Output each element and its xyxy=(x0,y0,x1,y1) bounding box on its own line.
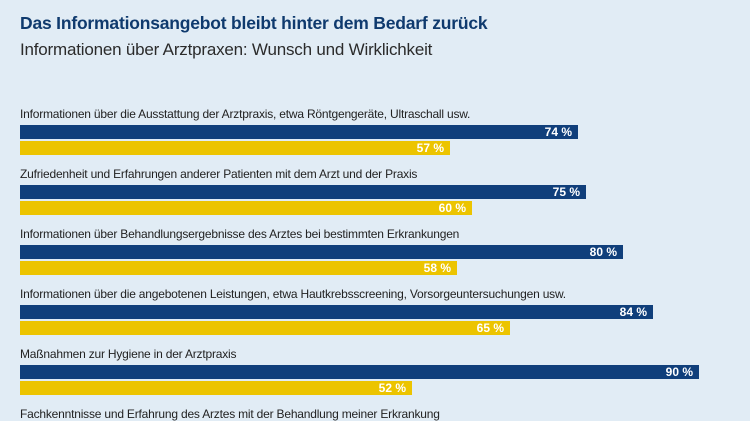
bar-blue: 80 % xyxy=(20,245,623,259)
chart-title: Das Informationsangebot bleibt hinter de… xyxy=(20,13,488,33)
data-label: 57 % xyxy=(416,141,444,155)
data-label: 65 % xyxy=(476,321,504,335)
category-label: Zufriedenheit und Erfahrungen anderer Pa… xyxy=(20,167,418,181)
data-label: 52 % xyxy=(378,381,406,395)
data-label: 74 % xyxy=(544,125,572,139)
category-label: Informationen über die angebotenen Leist… xyxy=(20,287,566,301)
data-label: 90 % xyxy=(665,365,693,379)
bar-blue: 75 % xyxy=(20,185,586,199)
bar-blue: 74 % xyxy=(20,125,578,139)
bar-blue: 84 % xyxy=(20,305,653,319)
category-label: Informationen über Behandlungsergebnisse… xyxy=(20,227,460,241)
data-label: 60 % xyxy=(438,201,466,215)
data-label: 58 % xyxy=(423,261,451,275)
bar-yellow: 52 % xyxy=(20,381,412,395)
category-label: Informationen über die Ausstattung der A… xyxy=(20,107,471,121)
bar-yellow: 57 % xyxy=(20,141,450,155)
bar-yellow: 60 % xyxy=(20,201,472,215)
data-label: 84 % xyxy=(619,305,647,319)
category-label: Fachkenntnisse und Erfahrung des Arztes … xyxy=(20,407,440,421)
bar-yellow: 65 % xyxy=(20,321,510,335)
bar-blue: 90 % xyxy=(20,365,699,379)
category-label: Maßnahmen zur Hygiene in der Arztpraxis xyxy=(20,347,237,361)
data-label: 80 % xyxy=(589,245,617,259)
bar-yellow: 58 % xyxy=(20,261,457,275)
chart-subtitle: Informationen über Arztpraxen: Wunsch un… xyxy=(20,40,433,59)
data-label: 75 % xyxy=(552,185,580,199)
